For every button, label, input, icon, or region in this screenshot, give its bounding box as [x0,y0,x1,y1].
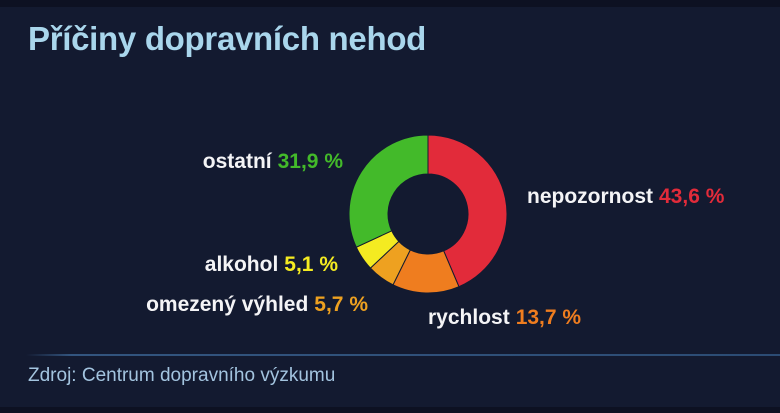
slice-label-rychlost: rychlost 13,7 % [428,306,581,330]
slice-name: omezený výhled [146,293,309,316]
slice-label-alkohol: alkohol 5,1 % [205,253,338,277]
page-title: Příčiny dopravních nehod [28,20,427,57]
slice-name: rychlost [428,306,510,329]
donut-segment-nepozornost [427,134,508,288]
slice-value: 43,6 % [659,185,725,208]
slice-value: 5,7 % [314,293,368,316]
source-credit: Zdroj: Centrum dopravního výzkumu [28,365,336,386]
slice-value: 5,1 % [284,253,338,276]
top-edge-band [0,0,780,7]
slice-value: 31,9 % [277,150,343,173]
donut-segment-ostatní [348,134,429,248]
slice-name: nepozornost [527,185,653,208]
slice-value: 13,7 % [515,306,582,329]
slice-label-omezeny-vyhled: omezený výhled 5,7 % [146,293,368,317]
divider-line [26,354,780,356]
slice-name: alkohol [204,253,279,276]
bottom-edge-band [0,407,780,413]
slice-name: ostatní [202,150,272,173]
slice-label-nepozornost: nepozornost 43,6 % [527,185,724,209]
slice-label-ostatni: ostatní 31,9 % [203,150,343,174]
